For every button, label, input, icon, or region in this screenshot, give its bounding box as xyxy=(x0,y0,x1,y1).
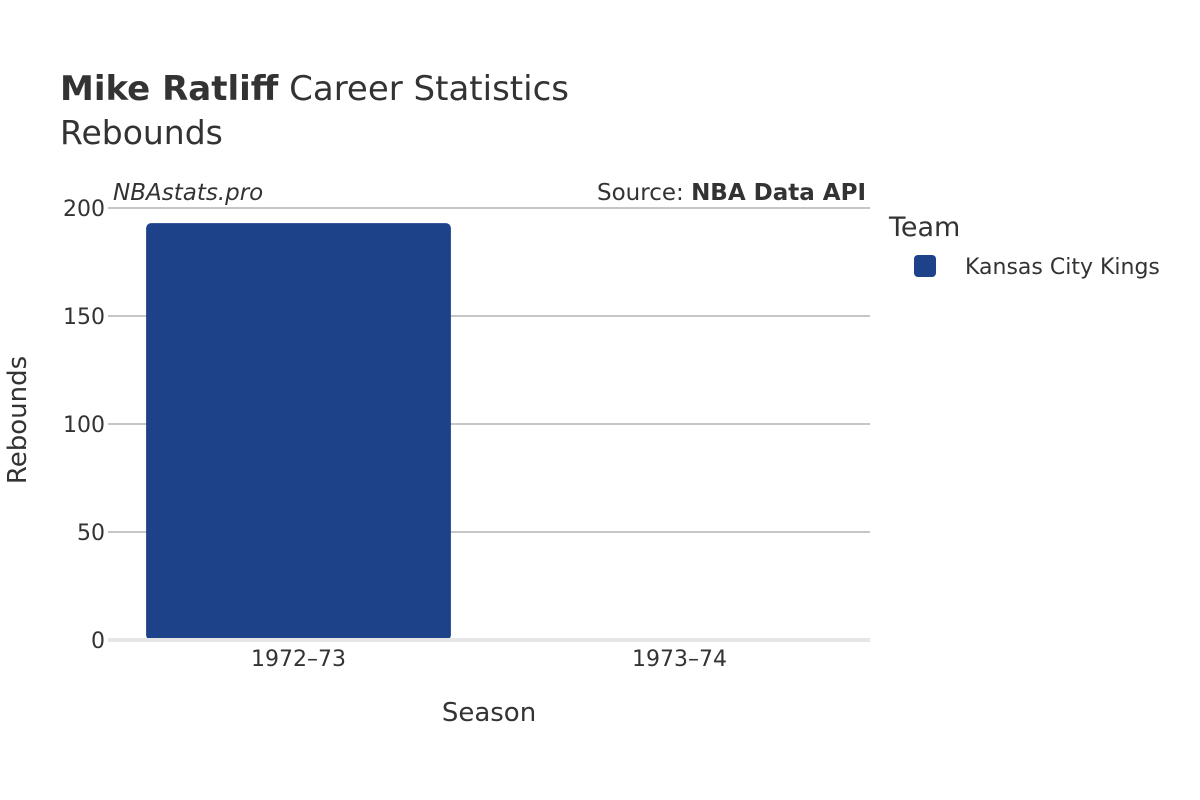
source-prefix: Source: xyxy=(597,180,691,206)
x-axis-title: Season xyxy=(442,698,536,728)
title-rest: Career Statistics xyxy=(278,69,569,109)
y-tick-label: 150 xyxy=(63,305,105,330)
y-tick-label: 100 xyxy=(63,413,105,438)
source-credit: Source: NBA Data API xyxy=(597,180,866,206)
x-tick-label: 1972–73 xyxy=(251,647,346,672)
legend: Kansas City Kings xyxy=(914,255,1160,280)
bar-1972–73 xyxy=(146,223,451,640)
x-axis-ticks: 1972–73 1973–74 xyxy=(251,647,727,672)
source-name: NBA Data API xyxy=(691,180,866,206)
player-name: Mike Ratliff xyxy=(60,69,279,109)
legend-swatch xyxy=(914,255,936,277)
chart-title: Mike Ratliff Career Statistics xyxy=(60,69,569,109)
bars xyxy=(146,223,451,640)
legend-title: Team xyxy=(888,212,960,243)
y-tick-label: 0 xyxy=(91,629,105,654)
chart-subtitle: Rebounds xyxy=(60,113,223,152)
y-axis-ticks: 0 50 100 150 200 xyxy=(63,197,105,654)
x-tick-label: 1973–74 xyxy=(632,647,727,672)
legend-label: Kansas City Kings xyxy=(965,255,1160,280)
y-axis-title: Rebounds xyxy=(3,356,33,484)
watermark: NBAstats.pro xyxy=(113,180,263,206)
y-tick-label: 50 xyxy=(77,521,105,546)
y-tick-label: 200 xyxy=(63,197,105,222)
